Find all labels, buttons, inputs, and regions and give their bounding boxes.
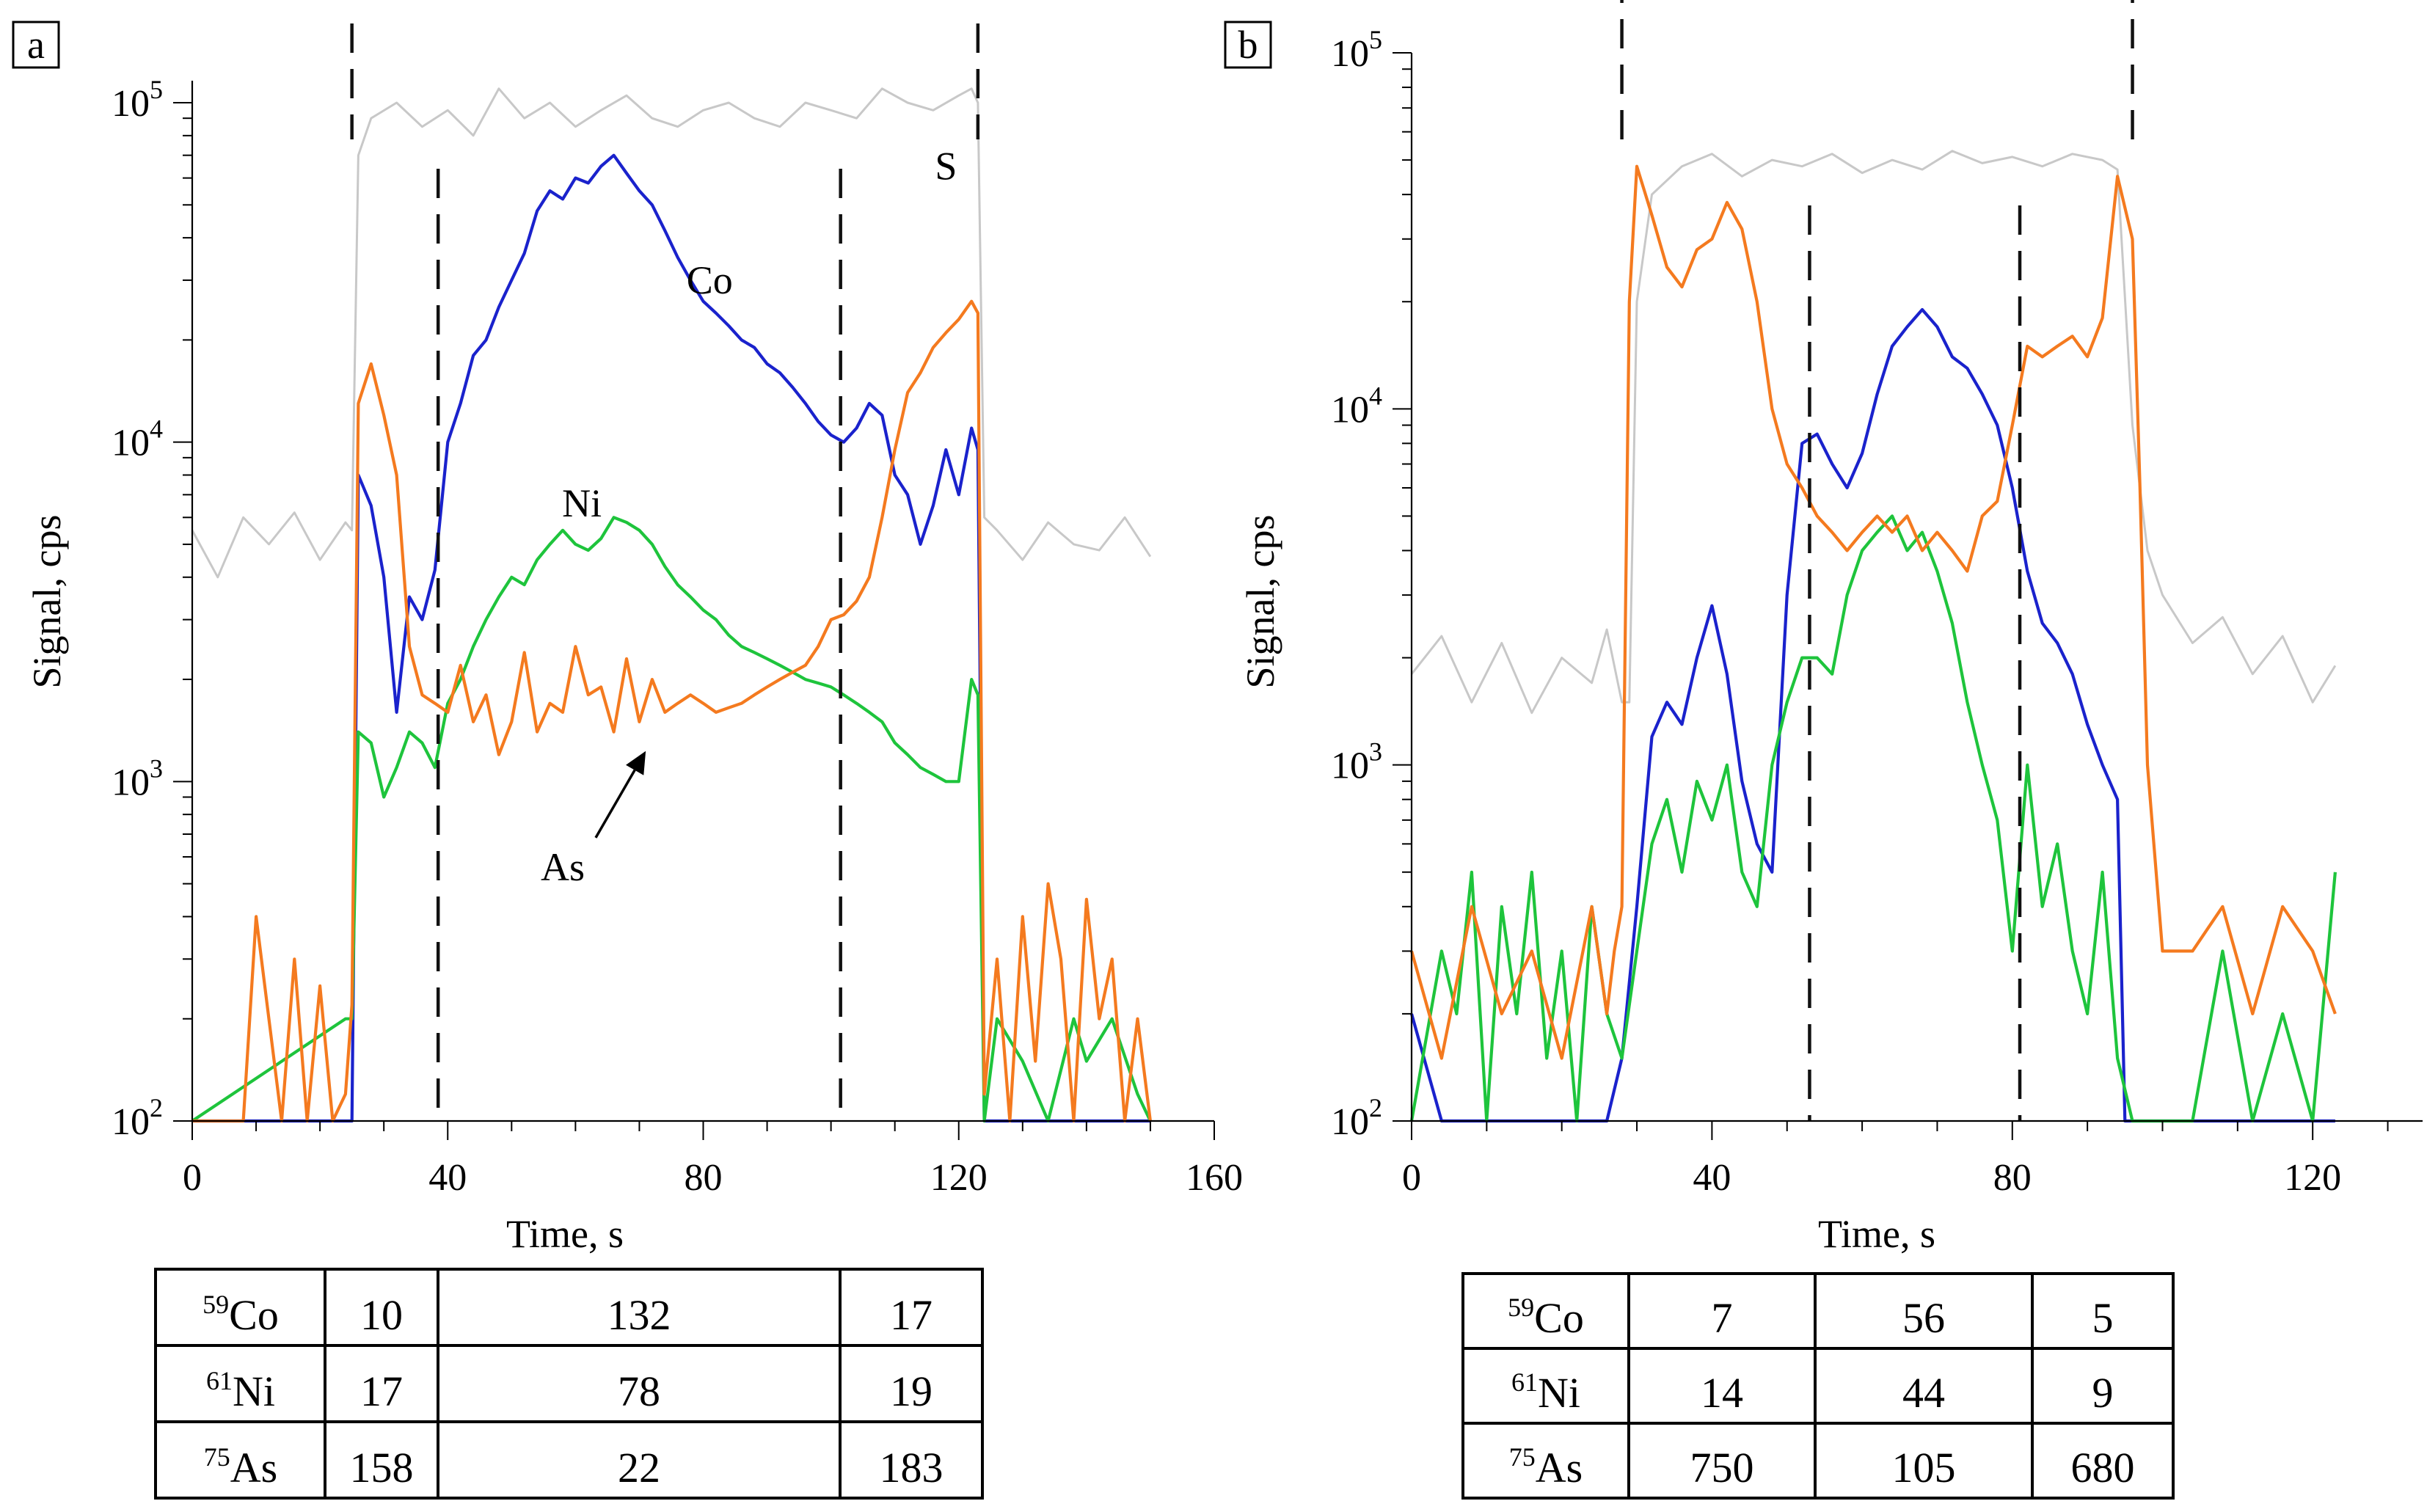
panel-a-xtick-label: 40 bbox=[428, 1157, 467, 1199]
annotation-ni: Ni bbox=[562, 481, 602, 525]
panel-a-series-s bbox=[191, 87, 1152, 579]
table-b-ni-mid: 44 bbox=[1902, 1369, 1945, 1417]
panel-b-xtick-label: 80 bbox=[1993, 1157, 2032, 1199]
panel-b-xtick-label: 40 bbox=[1693, 1157, 1731, 1199]
panel-a-table: 59Co 61Ni 75As 10 132 17 17 78 19 158 22… bbox=[154, 1268, 984, 1500]
table-a-ni-pre: 17 bbox=[360, 1367, 403, 1415]
panel-b-letter-box bbox=[1224, 21, 1272, 69]
panel-b-series-ni bbox=[1409, 514, 2337, 1123]
panel-a-ytick-label: 105 bbox=[112, 75, 163, 125]
table-a-row-as-label: 75As bbox=[204, 1442, 277, 1491]
panel-b-ytick-label: 105 bbox=[1331, 25, 1382, 75]
table-a-row-co-label: 59Co bbox=[202, 1290, 279, 1339]
panel-a-xtick-label: 80 bbox=[685, 1157, 723, 1199]
annotation-s: S bbox=[935, 145, 957, 189]
annotation-as-arrowhead bbox=[626, 750, 646, 775]
table-a-co-post: 17 bbox=[890, 1291, 933, 1339]
panel-a-markers bbox=[350, 23, 980, 1121]
table-a-co-pre: 10 bbox=[360, 1291, 403, 1339]
panel-b-x-title: Time, s bbox=[1818, 1212, 1935, 1256]
table-a-row-ni-label: 61Ni bbox=[206, 1366, 275, 1415]
table-b-co-post: 5 bbox=[2092, 1294, 2114, 1342]
panel-a-xtick-label: 160 bbox=[1186, 1157, 1243, 1199]
panel-b-series bbox=[1409, 150, 2337, 1123]
table-b-co-mid: 56 bbox=[1902, 1294, 1945, 1342]
panel-b: b 102 103 104 105 0 40 80 120 Time, s Signal, c… bbox=[1224, 0, 2423, 1500]
panel-b-letter: b bbox=[1238, 23, 1258, 67]
panel-a-series-ni bbox=[191, 516, 1152, 1123]
table-b-co-pre: 7 bbox=[1712, 1294, 1733, 1342]
panel-b-markers bbox=[1620, 0, 2134, 1121]
panel-b-ticks: 102 103 104 105 0 40 80 120 bbox=[1331, 25, 2389, 1199]
panel-a-ytick-label: 104 bbox=[112, 414, 163, 464]
panel-b-y-title: Signal, cps bbox=[1238, 515, 1282, 689]
panel-b-xtick-label: 0 bbox=[1402, 1157, 1421, 1199]
panel-b-ytick-label: 104 bbox=[1331, 381, 1382, 431]
panel-a-series-as bbox=[192, 299, 1152, 1123]
table-b-row-ni-label: 61Ni bbox=[1511, 1367, 1580, 1417]
panel-a-series-co bbox=[192, 153, 1150, 1123]
panel-a-series bbox=[191, 87, 1152, 1123]
panel-a: a 102 103 104 105 0 40 80 120 160 Time, s Signal… bbox=[12, 21, 1243, 1500]
table-a-ni-post: 19 bbox=[890, 1367, 933, 1415]
table-b-as-mid: 105 bbox=[1892, 1444, 1956, 1491]
annotation-as: As bbox=[541, 845, 585, 889]
table-b-ni-post: 9 bbox=[2092, 1369, 2114, 1417]
table-a-ni-mid: 78 bbox=[618, 1367, 660, 1415]
table-a-as-post: 183 bbox=[880, 1444, 944, 1491]
table-a-co-mid: 132 bbox=[607, 1291, 671, 1339]
panel-b-axes bbox=[1410, 53, 2423, 1122]
panel-a-annotations: S Co Ni As bbox=[541, 145, 957, 889]
table-b-row-co-label: 59Co bbox=[1508, 1293, 1584, 1342]
annotation-as-arrow bbox=[594, 769, 636, 839]
panel-a-letter: a bbox=[27, 23, 45, 67]
table-a-as-mid: 22 bbox=[618, 1444, 660, 1491]
table-b-as-pre: 750 bbox=[1690, 1444, 1754, 1491]
panel-a-ytick-label: 103 bbox=[112, 753, 163, 803]
panel-b-ytick-label: 102 bbox=[1331, 1093, 1382, 1143]
panel-b-series-as bbox=[1409, 164, 2337, 1060]
panel-a-x-title: Time, s bbox=[506, 1212, 624, 1256]
annotation-co: Co bbox=[687, 258, 733, 302]
panel-b-series-co bbox=[1409, 307, 2335, 1123]
panel-b-series-s bbox=[1410, 150, 2337, 715]
panel-a-xtick-label: 0 bbox=[183, 1157, 202, 1199]
panel-b-xtick-label: 120 bbox=[2284, 1157, 2341, 1199]
table-b-row-as-label: 75As bbox=[1509, 1442, 1583, 1491]
panel-b-ytick-label: 103 bbox=[1331, 737, 1382, 787]
panel-a-y-title: Signal, cps bbox=[25, 515, 69, 689]
panel-a-ticks: 102 103 104 105 0 40 80 120 160 bbox=[112, 75, 1243, 1199]
panel-b-table: 59Co 61Ni 75As 7 56 5 14 44 9 750 105 68… bbox=[1461, 1272, 2175, 1500]
table-a-as-pre: 158 bbox=[350, 1444, 414, 1491]
table-b-as-post: 680 bbox=[2071, 1444, 2135, 1491]
panel-a-xtick-label: 120 bbox=[930, 1157, 988, 1199]
panel-a-letter-box bbox=[12, 21, 60, 69]
panel-a-ytick-label: 102 bbox=[112, 1093, 163, 1143]
table-b-ni-pre: 14 bbox=[1701, 1369, 1743, 1417]
